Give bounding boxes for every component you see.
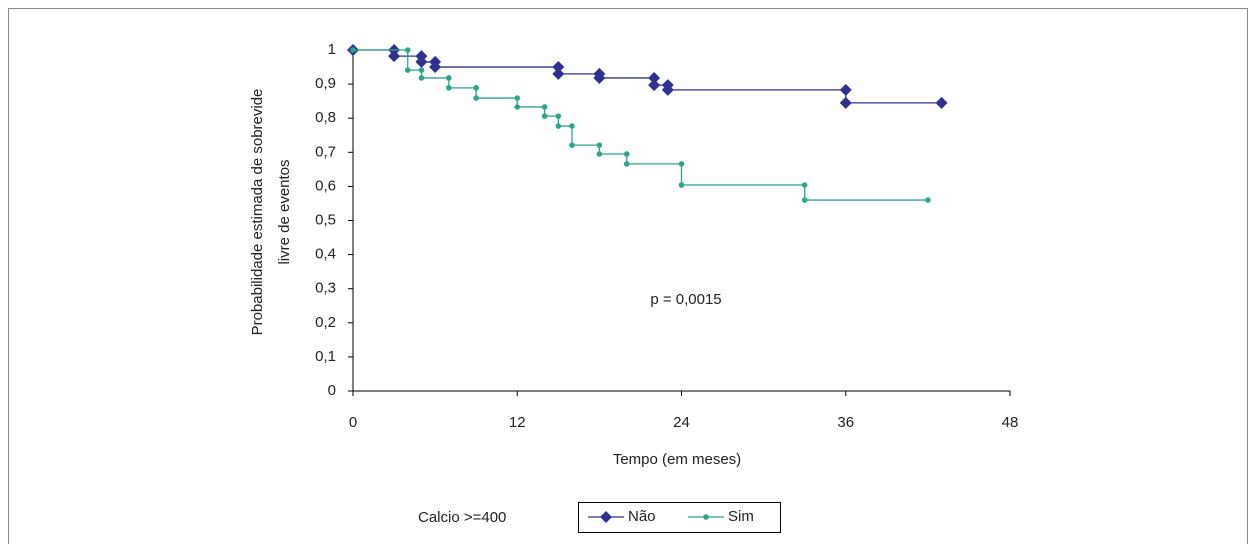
y-tick-label: 0,4 <box>315 246 336 263</box>
y-tick-label: 0,7 <box>315 143 336 160</box>
marker <box>541 104 548 110</box>
marker <box>418 75 425 81</box>
marker <box>801 197 808 203</box>
marker <box>648 71 661 84</box>
x-tick-label: 12 <box>509 414 526 431</box>
y-axis-label: Probabilidade estimada de sobrevide <box>249 89 266 336</box>
annotation: p = 0,0015 <box>650 291 721 308</box>
marker <box>569 123 575 129</box>
marker <box>925 197 931 203</box>
x-tick-label: 36 <box>837 414 854 431</box>
marker <box>678 161 685 167</box>
marker <box>446 75 452 81</box>
marker <box>569 142 575 148</box>
marker <box>541 113 548 119</box>
marker <box>429 61 442 74</box>
marker <box>935 96 948 109</box>
x-tick-label: 48 <box>1002 414 1019 431</box>
marker <box>801 182 808 188</box>
y-axis-label: livre de eventos <box>276 159 293 264</box>
y-tick-label: 0,9 <box>315 75 336 92</box>
legend-marker <box>600 511 612 523</box>
legend-label: Sim <box>728 508 754 525</box>
marker <box>552 67 565 80</box>
marker <box>555 113 562 119</box>
marker <box>839 83 852 96</box>
y-tick-label: 0,2 <box>315 314 336 331</box>
marker <box>514 95 521 101</box>
marker <box>839 96 852 109</box>
legend-box <box>578 502 781 533</box>
marker <box>514 104 521 110</box>
marker <box>596 151 603 157</box>
y-tick-label: 1 <box>328 41 336 58</box>
marker <box>623 151 630 157</box>
x-tick-label: 24 <box>673 414 690 431</box>
y-tick-label: 0 <box>328 382 336 399</box>
marker <box>446 85 452 91</box>
marker <box>623 161 630 167</box>
y-tick-label: 0,3 <box>315 280 336 297</box>
legend-marker <box>703 514 709 520</box>
marker <box>350 47 356 53</box>
series-line <box>353 49 928 201</box>
x-tick-label: 0 <box>349 414 357 431</box>
marker <box>661 83 674 96</box>
y-tick-label: 0,1 <box>315 348 336 365</box>
marker <box>596 142 603 148</box>
marker <box>473 95 479 101</box>
marker <box>404 47 411 53</box>
y-tick-label: 0,5 <box>315 211 336 228</box>
marker <box>473 85 479 91</box>
marker <box>404 67 411 73</box>
marker <box>418 67 425 73</box>
legend-title: Calcio >=400 <box>418 509 506 526</box>
marker <box>388 50 401 63</box>
frame <box>8 8 1248 544</box>
marker <box>678 182 685 188</box>
marker <box>593 71 606 84</box>
legend-label: Não <box>628 508 656 525</box>
y-tick-label: 0,8 <box>315 109 336 126</box>
marker <box>555 123 562 129</box>
y-tick-label: 0,6 <box>315 177 336 194</box>
marker <box>415 55 428 68</box>
series-line <box>353 49 942 104</box>
marker <box>552 61 565 74</box>
x-axis-label: Tempo (em meses) <box>613 451 741 468</box>
marker <box>648 79 661 92</box>
